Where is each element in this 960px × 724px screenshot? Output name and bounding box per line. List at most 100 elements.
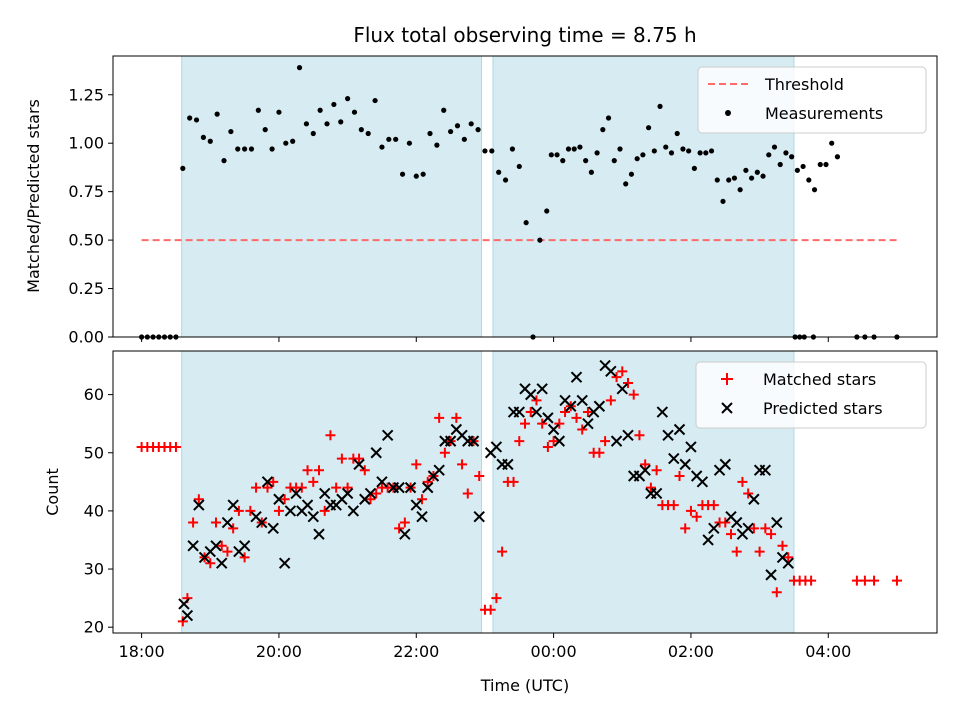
measurement-point [686,148,692,154]
matched-star-point [542,441,553,452]
predicted-star-point [376,476,388,488]
predicted-star-point [553,435,566,447]
predicted-star-point [668,452,680,465]
measurement-point [221,158,227,164]
predicted-star-point [404,481,417,494]
predicted-star-point [216,557,228,569]
predicted-star-point [765,569,777,581]
measurement-point [193,117,200,123]
matched-star-point [216,540,227,551]
predicted-star-point [307,511,319,523]
measurement-point [214,111,220,117]
matched-star-point [245,505,256,516]
predicted-star-point [210,540,222,552]
predicted-star-point [576,394,588,407]
measurement-point [255,107,261,113]
matched-star-point [394,523,405,534]
predicted-star-point [547,423,560,436]
y-tick-label: 0.50 [68,231,104,250]
measurement-point [628,171,635,177]
x-tick-label: 20:00 [256,642,302,661]
measurement-point [200,134,207,140]
predicted-star-point [570,371,583,383]
predicted-star-point [370,447,382,459]
matched-star-point [554,418,565,429]
measurement-point [789,154,795,160]
matched-star-point [251,482,262,493]
matched-star-point [891,575,902,586]
predicted-star-point [731,516,743,529]
measurement-point [811,187,818,193]
measurement-point [708,148,715,154]
matched-star-point [233,505,244,516]
predicted-star-point [673,423,686,436]
measurement-point [663,144,669,150]
matched-star-point [783,552,794,563]
matched-star-point [771,587,782,598]
predicted-star-point [719,458,731,471]
predicted-star-point [256,516,268,529]
observing-interval [181,55,483,338]
x-tick-label: 18:00 [119,642,165,661]
measurement-point [283,140,289,146]
y-tick-label: 40 [84,501,104,520]
predicted-star-point [238,540,251,552]
measurement-point [743,167,749,173]
predicted-star-point [273,493,285,505]
predicted-star-point [416,511,428,523]
measurement-point [754,169,760,175]
matched-star-point [336,453,347,464]
predicted-star-point [616,383,628,395]
matched-star-point [331,482,342,493]
measurement-point [358,127,364,133]
measurement-point [248,146,255,152]
matched-star-point [737,476,748,487]
matched-star-point [497,546,508,557]
matched-star-point [211,517,221,528]
measurement-point [509,146,516,152]
y-axis-label: Count [43,468,62,516]
measurement-point [489,148,495,154]
y-tick-label: 50 [84,443,104,462]
matched-star-point [170,441,181,452]
measurement-point [365,130,371,137]
measurement-point [703,150,709,156]
predicted-star-point [536,383,548,395]
measurement-point [560,158,566,164]
measurement-point [242,146,248,152]
measurement-point [674,130,680,137]
predicted-star-point [290,487,302,500]
measurement-point [594,150,600,156]
matched-star-point [640,459,651,470]
matched-star-point [731,546,742,557]
measurement-point [262,127,268,133]
matched-star-point [869,575,880,586]
plot-frame [112,350,938,634]
matched-star-point [720,517,731,528]
observing-interval [181,350,483,634]
measurement-point [345,96,351,102]
predicted-star-point [444,435,457,447]
matched-star-point [685,505,696,516]
matched-star-point [859,575,870,586]
measurement-point [187,115,193,121]
predicted-star-point [656,406,669,418]
measurement-point [496,169,502,175]
predicted-star-point [393,481,405,494]
matched-star-point [754,546,765,557]
predicted-star-point [313,528,325,540]
x-tick-label: 22:00 [393,642,439,661]
measurement-point [434,142,440,148]
matched-star-point [417,494,427,505]
predicted-star-point [513,406,525,418]
legend-matched-label: Matched stars [763,370,876,389]
measurement-point [324,121,330,127]
predicted-star-point [473,511,485,523]
measurement-point [600,127,606,133]
predicted-star-point [605,365,617,378]
matched-star-point [439,447,450,458]
measurement-point [180,165,186,171]
predicted-star-point [433,464,445,476]
matched-star-point [628,389,639,400]
measurement-point [516,163,522,170]
